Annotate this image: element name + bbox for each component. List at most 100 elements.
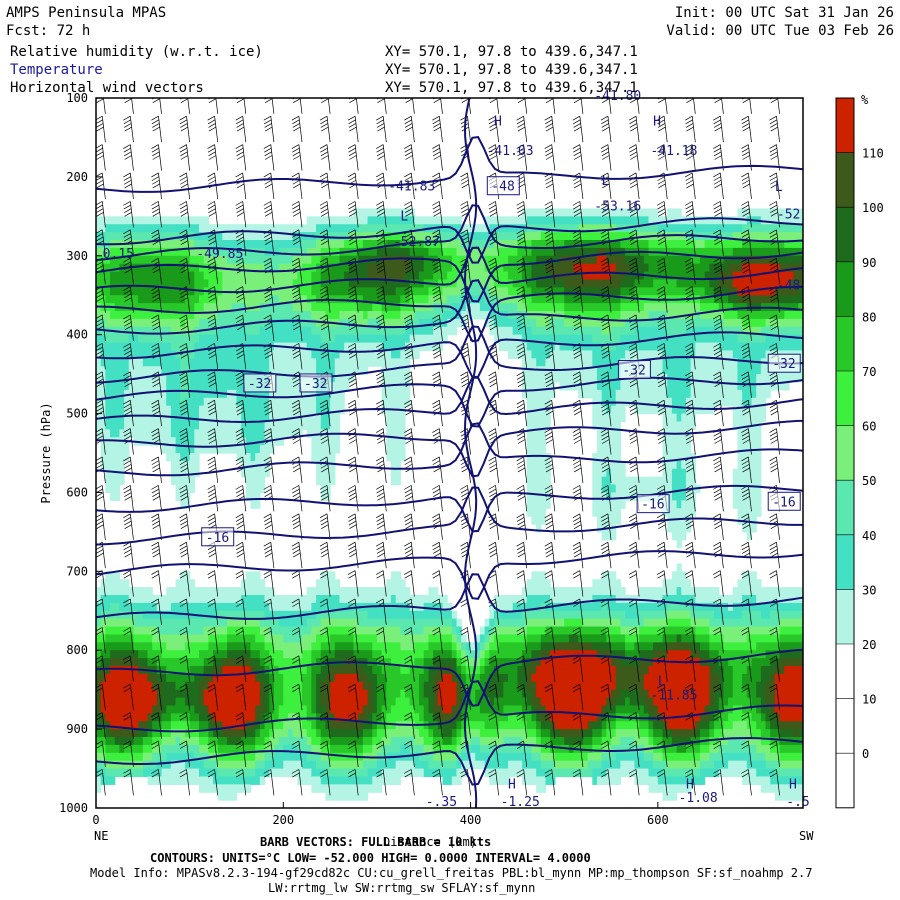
rh-cell [311,627,316,635]
rh-cell [536,571,541,579]
rh-cell [536,698,541,706]
rh-cell [536,682,541,690]
rh-cell [204,619,209,627]
rh-cell [545,477,550,485]
rh-cell [288,753,293,761]
rh-cell [349,634,354,642]
rh-cell [368,264,373,272]
rh-cell [363,650,368,658]
rh-cell [302,729,307,737]
rh-cell [489,619,494,627]
rh-cell [119,453,124,461]
rh-cell [251,650,256,658]
rh-cell [527,769,532,777]
rh-cell [115,358,120,366]
rh-cell [138,335,143,343]
rh-cell [489,634,494,642]
rh-cell [494,611,499,619]
rh-cell [536,650,541,658]
rh-cell [133,240,138,248]
rh-cell [354,682,359,690]
rh-cell [316,335,321,343]
rh-cell [531,303,536,311]
rh-cell [428,642,433,650]
rh-cell [204,437,209,445]
rh-cell [180,587,185,595]
rh-cell [372,595,377,603]
rh-cell [190,279,195,287]
rh-cell [110,713,115,721]
rh-cell [119,666,124,674]
rh-cell [255,256,260,264]
rh-cell [105,579,110,587]
rh-cell [391,666,396,674]
rh-cell [527,698,532,706]
rh-cell [452,216,457,224]
rh-cell [260,705,265,713]
rh-cell [428,295,433,303]
rh-cell [433,642,438,650]
rh-cell [368,713,373,721]
rh-cell [386,224,391,232]
rh-cell [199,264,204,272]
rh-cell [452,642,457,650]
rh-cell [194,272,199,280]
rh-cell [176,461,181,469]
rh-cell [171,279,176,287]
rh-cell [119,705,124,713]
rh-cell [162,634,167,642]
rh-cell [194,619,199,627]
rh-cell [208,350,213,358]
rh-cell [279,650,284,658]
rh-cell [180,650,185,658]
rh-cell [218,792,223,800]
rh-cell [447,776,452,784]
rh-cell [452,690,457,698]
rh-cell [442,658,447,666]
rh-cell [471,705,476,713]
rh-cell [311,619,316,627]
rh-cell [105,406,110,414]
rh-cell [349,792,354,800]
rh-cell [162,642,167,650]
rh-cell [536,414,541,422]
rh-cell [335,792,340,800]
rh-cell [194,358,199,366]
rh-cell [307,666,312,674]
rh-cell [190,603,195,611]
rh-cell [148,603,153,611]
rh-cell [115,753,120,761]
rh-cell [391,216,396,224]
rh-cell [508,769,513,777]
rh-cell [302,666,307,674]
rh-cell [316,674,321,682]
rh-cell [368,769,373,777]
rh-cell [288,619,293,627]
rh-cell [227,682,232,690]
rh-cell [274,279,279,287]
rh-cell [541,674,546,682]
rh-cell [335,729,340,737]
rh-cell [218,303,223,311]
rh-cell [246,461,251,469]
rh-cell [531,264,536,272]
rh-cell [171,319,176,327]
rh-cell [133,682,138,690]
rh-cell [405,761,410,769]
rh-cell [194,650,199,658]
rh-cell [414,295,419,303]
rh-cell [508,650,513,658]
rh-cell [199,784,204,792]
rh-cell [316,366,321,374]
rh-cell [396,382,401,390]
rh-cell [396,737,401,745]
rh-cell [279,769,284,777]
rh-cell [171,587,176,595]
rh-cell [199,374,204,382]
rh-cell [344,303,349,311]
rh-cell [199,761,204,769]
rh-cell [105,713,110,721]
rh-cell [255,753,260,761]
rh-cell [447,642,452,650]
rh-cell [480,634,485,642]
